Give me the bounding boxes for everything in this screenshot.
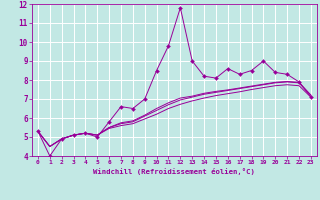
X-axis label: Windchill (Refroidissement éolien,°C): Windchill (Refroidissement éolien,°C) — [93, 168, 255, 175]
